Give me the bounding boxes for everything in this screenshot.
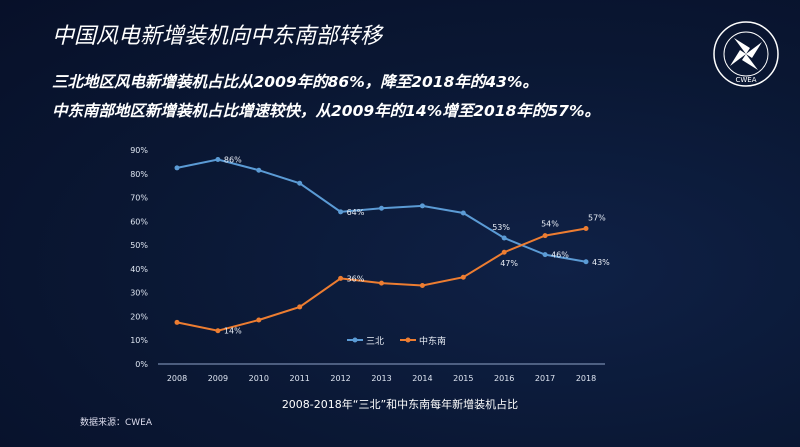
- data-label: 46%: [551, 251, 569, 260]
- data-point: [460, 210, 466, 216]
- x-tick-label: 2010: [249, 374, 269, 383]
- y-tick-label: 40%: [130, 265, 148, 274]
- x-tick-label: 2014: [412, 374, 432, 383]
- subtitle-zhongdongnan: 中东南部地区新增装机占比增速较快，从2009年的14%增至2018年的57%。: [52, 102, 600, 120]
- data-point: [501, 249, 507, 255]
- chart-title: 2008-2018年“三北”和中东南每年新增装机占比: [282, 397, 518, 411]
- cwea-logo-icon: CWEA: [713, 21, 779, 87]
- y-tick-label: 0%: [135, 360, 148, 369]
- data-point: [297, 180, 303, 186]
- y-tick-label: 80%: [130, 170, 148, 179]
- data-point: [501, 235, 507, 241]
- x-tick-label: 2015: [453, 374, 473, 383]
- data-point: [583, 259, 589, 265]
- y-tick-label: 60%: [130, 217, 148, 226]
- x-tick-label: 2012: [330, 374, 350, 383]
- x-tick-label: 2009: [208, 374, 228, 383]
- svg-text:CWEA: CWEA: [735, 76, 756, 84]
- data-point: [338, 275, 344, 281]
- data-point: [256, 167, 262, 173]
- legend-label: 中东南: [419, 335, 446, 347]
- y-tick-label: 30%: [130, 289, 148, 298]
- data-point: [460, 274, 466, 280]
- series-line-1: [176, 227, 587, 332]
- data-label: 53%: [492, 223, 510, 232]
- data-point: [542, 233, 548, 239]
- data-label: 64%: [347, 208, 365, 217]
- data-point: [174, 319, 180, 325]
- x-tick-label: 2016: [494, 374, 514, 383]
- data-point: [338, 209, 344, 215]
- legend-marker: [405, 337, 411, 343]
- subtitle-sanbei: 三北地区风电新增装机占比从2009年的86%，降至2018年的43%。: [52, 73, 538, 91]
- data-point: [256, 317, 262, 323]
- data-source: 数据来源：CWEA: [80, 418, 153, 428]
- data-label: 57%: [588, 213, 606, 222]
- y-tick-label: 90%: [130, 146, 148, 155]
- data-point: [215, 157, 221, 163]
- data-label: 54%: [541, 220, 559, 229]
- data-label: 36%: [347, 274, 365, 283]
- y-tick-label: 20%: [130, 312, 148, 321]
- data-label: 47%: [500, 259, 518, 268]
- data-label: 43%: [592, 258, 610, 267]
- data-label: 86%: [224, 156, 242, 165]
- y-tick-label: 10%: [130, 336, 148, 345]
- y-tick-label: 70%: [130, 194, 148, 203]
- legend-label: 三北: [366, 336, 384, 347]
- data-point: [542, 252, 548, 258]
- page-title: 中国风电新增装机向中东南部转移: [52, 24, 383, 49]
- data-point: [379, 280, 384, 286]
- x-tick-label: 2008: [167, 374, 187, 383]
- legend-marker: [352, 337, 358, 343]
- x-tick-label: 2013: [371, 374, 391, 383]
- data-point: [419, 283, 425, 289]
- y-tick-label: 50%: [130, 241, 148, 250]
- data-point: [583, 225, 589, 231]
- data-point: [419, 203, 425, 209]
- data-label: 14%: [224, 327, 242, 336]
- data-point: [215, 328, 221, 334]
- data-point: [297, 304, 303, 310]
- data-point: [174, 165, 180, 171]
- x-tick-label: 2018: [576, 374, 596, 383]
- x-tick-label: 2017: [535, 374, 555, 383]
- x-tick-label: 2011: [290, 374, 310, 383]
- data-point: [379, 205, 384, 211]
